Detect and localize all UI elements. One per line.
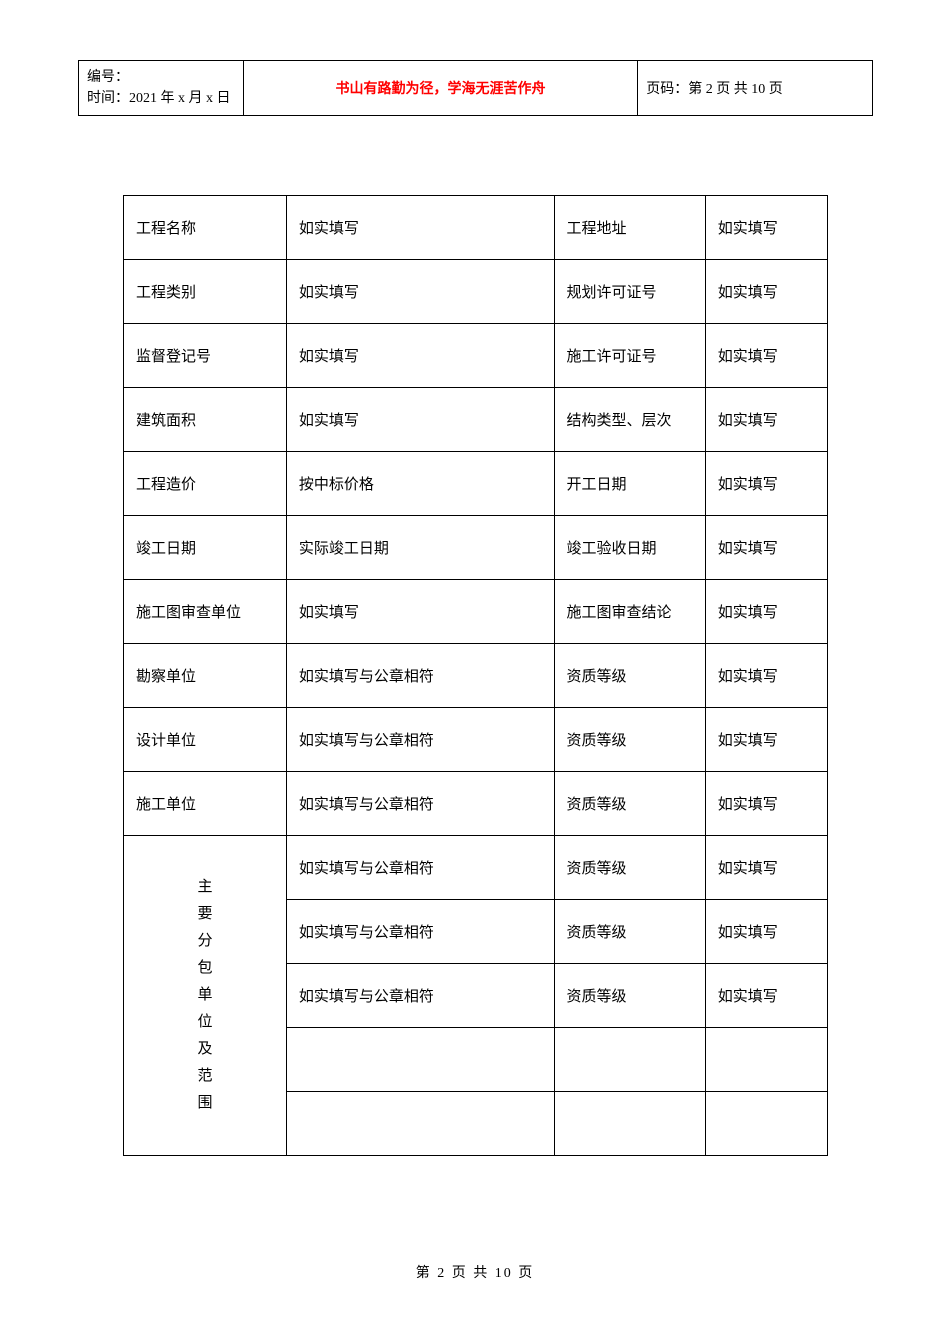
label-cell: 开工日期	[554, 452, 705, 516]
vertical-char: 围	[136, 1090, 274, 1117]
table-row: 监督登记号 如实填写 施工许可证号 如实填写	[124, 324, 828, 388]
label-cell: 资质等级	[554, 772, 705, 836]
value-cell: 如实填写	[705, 964, 827, 1028]
value-cell: 如实填写	[705, 260, 827, 324]
label-cell: 工程地址	[554, 196, 705, 260]
value-cell	[705, 1028, 827, 1092]
label-cell	[554, 1028, 705, 1092]
value-cell: 按中标价格	[286, 452, 554, 516]
value-cell: 如实填写与公章相符	[286, 772, 554, 836]
doc-number-label: 编号：	[87, 67, 235, 88]
document-header-table: 编号： 时间：2021 年 x 月 x 日 书山有路勤为径，学海无涯苦作舟 页码…	[78, 60, 873, 116]
label-cell: 工程类别	[124, 260, 287, 324]
table-row: 主 要 分 包 单 位 及 范 围 如实填写与公章相符 资质等级 如实填写	[124, 836, 828, 900]
label-cell	[554, 1092, 705, 1156]
value-cell: 如实填写	[286, 260, 554, 324]
value-cell	[286, 1092, 554, 1156]
value-cell: 如实填写	[705, 580, 827, 644]
value-cell: 如实填写	[705, 836, 827, 900]
value-cell: 如实填写	[286, 196, 554, 260]
value-cell: 如实填写与公章相符	[286, 644, 554, 708]
table-row: 勘察单位 如实填写与公章相符 资质等级 如实填写	[124, 644, 828, 708]
label-cell: 工程名称	[124, 196, 287, 260]
label-cell: 竣工验收日期	[554, 516, 705, 580]
value-cell: 如实填写	[705, 644, 827, 708]
vertical-char: 范	[136, 1063, 274, 1090]
label-cell: 施工许可证号	[554, 324, 705, 388]
table-row: 施工单位 如实填写与公章相符 资质等级 如实填写	[124, 772, 828, 836]
label-cell: 结构类型、层次	[554, 388, 705, 452]
table-row: 施工图审查单位 如实填写 施工图审查结论 如实填写	[124, 580, 828, 644]
label-cell: 竣工日期	[124, 516, 287, 580]
label-cell: 施工单位	[124, 772, 287, 836]
value-cell: 如实填写	[705, 772, 827, 836]
header-left-cell: 编号： 时间：2021 年 x 月 x 日	[79, 61, 244, 116]
label-cell: 规划许可证号	[554, 260, 705, 324]
table-row: 工程类别 如实填写 规划许可证号 如实填写	[124, 260, 828, 324]
value-cell: 如实填写与公章相符	[286, 708, 554, 772]
value-cell: 如实填写	[705, 900, 827, 964]
header-page-info: 页码：第 2 页 共 10 页	[638, 61, 873, 116]
vertical-char: 分	[136, 928, 274, 955]
table-row: 工程名称 如实填写 工程地址 如实填写	[124, 196, 828, 260]
label-cell: 资质等级	[554, 900, 705, 964]
label-cell: 资质等级	[554, 644, 705, 708]
vertical-char: 要	[136, 901, 274, 928]
label-cell: 工程造价	[124, 452, 287, 516]
label-cell: 施工图审查单位	[124, 580, 287, 644]
value-cell: 如实填写与公章相符	[286, 964, 554, 1028]
label-cell: 资质等级	[554, 708, 705, 772]
table-row: 工程造价 按中标价格 开工日期 如实填写	[124, 452, 828, 516]
label-cell: 资质等级	[554, 964, 705, 1028]
table-row: 建筑面积 如实填写 结构类型、层次 如实填写	[124, 388, 828, 452]
table-row: 竣工日期 实际竣工日期 竣工验收日期 如实填写	[124, 516, 828, 580]
page-footer: 第 2 页 共 10 页	[0, 1262, 950, 1282]
value-cell: 如实填写与公章相符	[286, 836, 554, 900]
vertical-char: 主	[136, 874, 274, 901]
value-cell: 如实填写与公章相符	[286, 900, 554, 964]
value-cell: 实际竣工日期	[286, 516, 554, 580]
label-cell: 勘察单位	[124, 644, 287, 708]
value-cell: 如实填写	[705, 452, 827, 516]
vertical-char: 单	[136, 982, 274, 1009]
value-cell: 如实填写	[705, 388, 827, 452]
label-cell: 设计单位	[124, 708, 287, 772]
value-cell	[705, 1092, 827, 1156]
label-cell: 监督登记号	[124, 324, 287, 388]
value-cell: 如实填写	[705, 516, 827, 580]
vertical-char: 及	[136, 1036, 274, 1063]
table-row: 设计单位 如实填写与公章相符 资质等级 如实填写	[124, 708, 828, 772]
value-cell: 如实填写	[286, 324, 554, 388]
value-cell	[286, 1028, 554, 1092]
value-cell: 如实填写	[705, 196, 827, 260]
project-info-table: 工程名称 如实填写 工程地址 如实填写 工程类别 如实填写 规划许可证号 如实填…	[123, 195, 828, 1156]
vertical-char: 位	[136, 1009, 274, 1036]
value-cell: 如实填写	[705, 324, 827, 388]
label-cell: 施工图审查结论	[554, 580, 705, 644]
value-cell: 如实填写	[705, 708, 827, 772]
value-cell: 如实填写	[286, 388, 554, 452]
header-motto: 书山有路勤为径，学海无涯苦作舟	[243, 61, 637, 116]
value-cell: 如实填写	[286, 580, 554, 644]
subcontractor-section-label: 主 要 分 包 单 位 及 范 围	[124, 836, 287, 1156]
vertical-char: 包	[136, 955, 274, 982]
label-cell: 资质等级	[554, 836, 705, 900]
doc-date-label: 时间：2021 年 x 月 x 日	[87, 88, 235, 109]
label-cell: 建筑面积	[124, 388, 287, 452]
